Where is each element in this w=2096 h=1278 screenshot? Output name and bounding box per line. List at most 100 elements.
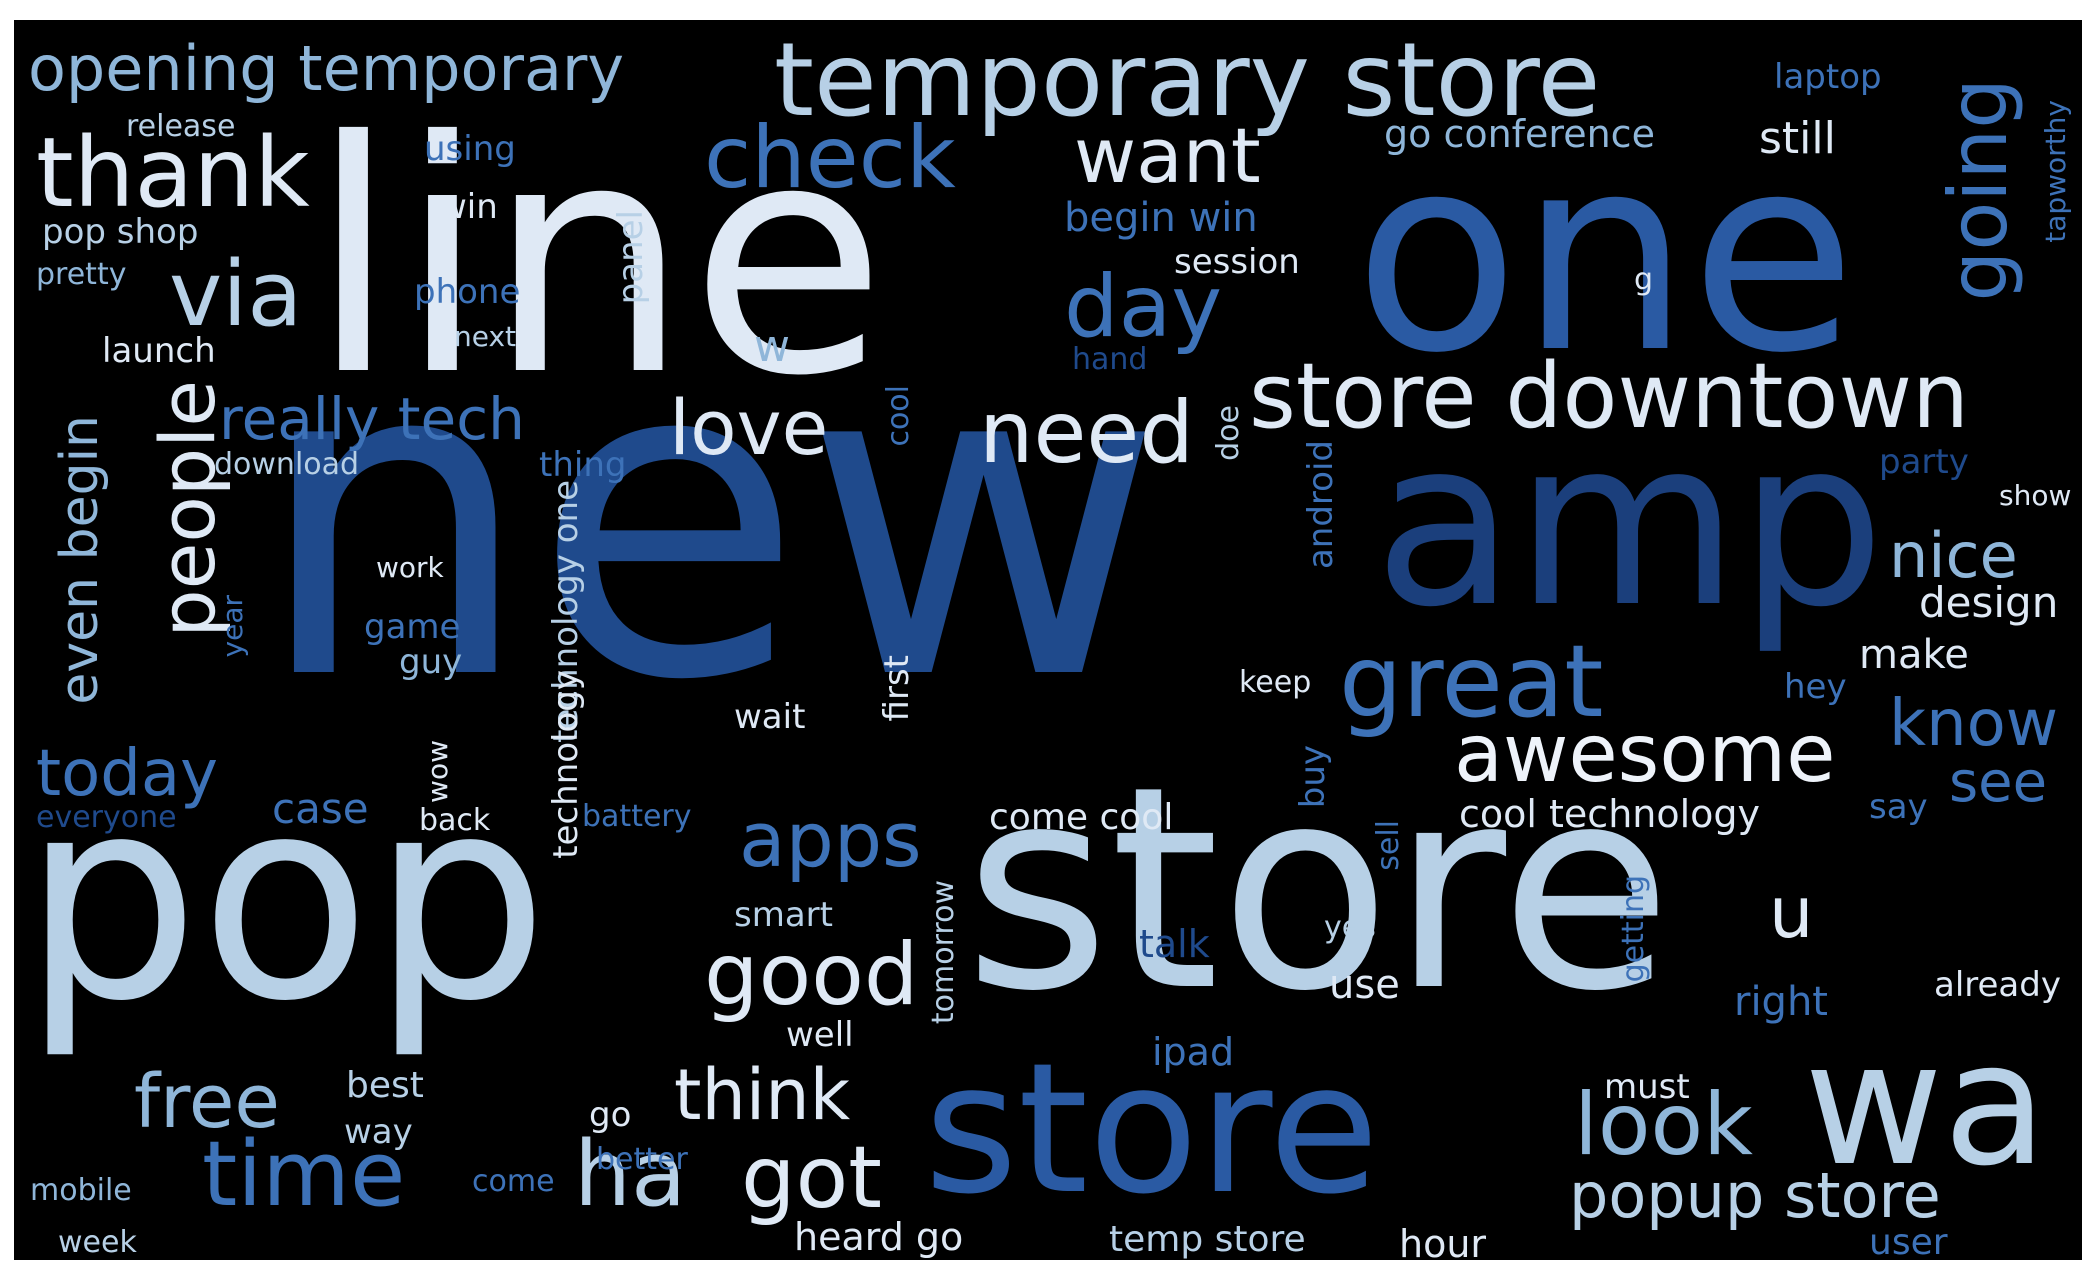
word-wait: wait (734, 697, 806, 737)
word-pretty: pretty (36, 257, 127, 292)
word-work: work (376, 551, 444, 584)
word-go-conference: go conference (1384, 112, 1655, 156)
word-see: see (1949, 750, 2048, 815)
word-hand: hand (1072, 342, 1148, 377)
word-even-begin: even begin (50, 415, 110, 705)
word-store-big: store (964, 727, 1673, 1053)
word-u: u (1769, 872, 1814, 954)
word-year: year (216, 595, 249, 658)
word-say: say (1869, 787, 1928, 827)
word-best: best (346, 1065, 424, 1106)
word-really-tech: really tech (219, 385, 525, 453)
word-go: go (589, 1095, 632, 1135)
word-first: first (877, 655, 917, 722)
word-new: new (254, 264, 1164, 776)
word-ha: ha (574, 1122, 687, 1227)
word-way: way (344, 1112, 413, 1152)
word-party: party (1879, 442, 1969, 482)
word-buy: buy (1293, 745, 1333, 809)
word-back: back (419, 803, 491, 838)
word-tomorrow: tomorrow (926, 880, 961, 1025)
word-ipad: ipad (1152, 1030, 1235, 1074)
word-download: download (214, 447, 360, 482)
word-w: w (754, 321, 790, 372)
word-design: design (1919, 578, 2059, 627)
word-one: one (1354, 97, 1857, 412)
word-phone: phone (414, 272, 521, 312)
word-use: use (1329, 962, 1400, 1008)
word-think: think (674, 1054, 851, 1136)
word-line: line (309, 74, 887, 446)
word-android: android (1301, 440, 1341, 570)
word-user: user (1869, 1222, 1948, 1261)
word-game: game (364, 607, 461, 647)
word-hey: hey (1784, 667, 1847, 707)
word-come-cool: come cool (989, 797, 1174, 838)
word-know: know (1889, 687, 2059, 761)
word-still: still (1759, 113, 1836, 164)
word-come: come (472, 1164, 555, 1199)
word-look: look (1574, 1075, 1753, 1175)
word-laptop: laptop (1774, 57, 1882, 97)
word-temp-store: temp store (1109, 1219, 1306, 1260)
word-opening-temporary: opening temporary (28, 32, 625, 105)
word-battery: battery (582, 799, 692, 834)
word-show: show (1999, 479, 2072, 512)
word-hour: hour (1399, 1222, 1487, 1260)
word-love: love (669, 383, 829, 472)
word-need: need (979, 383, 1194, 483)
word-talk: talk (1139, 922, 1210, 966)
word-sell: sell (1371, 820, 1406, 871)
word-temporary-store: temporary store (774, 21, 1601, 140)
word-wa: wa (1804, 1006, 2048, 1204)
word-using: using (424, 129, 516, 169)
word-yes: yes (1324, 910, 1376, 945)
word-everyone: everyone (36, 800, 177, 835)
word-check: check (704, 108, 956, 208)
word-technology: technology (546, 670, 586, 859)
word-g: g (1634, 262, 1654, 297)
word-thing: thing (539, 445, 627, 485)
word-wow: wow (421, 740, 454, 803)
word-today: today (36, 737, 218, 811)
word-case: case (272, 784, 369, 833)
word-going: going (1932, 78, 2025, 302)
word-make: make (1859, 632, 1969, 678)
word-doe: doe (1211, 405, 1246, 461)
word-great: great (1339, 623, 1604, 740)
word-cloud: new pop store line one amp store wa temp… (14, 20, 2082, 1260)
word-tapworthy: tapworthy (2039, 100, 2072, 243)
word-session: session (1174, 242, 1300, 282)
word-amp: amp (1374, 391, 1885, 658)
word-well: well (786, 1015, 854, 1055)
word-smart: smart (734, 895, 833, 935)
word-apps: apps (739, 795, 922, 884)
word-heard-go: heard go (794, 1215, 964, 1259)
word-pop: pop (22, 737, 549, 1063)
word-must: must (1604, 1067, 1690, 1107)
word-popup-store: popup store (1569, 1159, 1941, 1232)
word-got: got (741, 1128, 882, 1228)
word-pop-shop: pop shop (42, 212, 199, 252)
word-free: free (134, 1059, 280, 1145)
word-begin-win: begin win (1064, 195, 1258, 241)
word-panel: panel (611, 210, 651, 305)
word-release: release (126, 109, 236, 144)
word-via: via (169, 242, 303, 347)
word-getting: getting (1616, 875, 1651, 983)
word-better: better (596, 1142, 688, 1177)
word-store-downtown: store downtown (1249, 344, 1970, 449)
word-day: day (1064, 257, 1223, 357)
word-next: next (454, 320, 517, 353)
word-good: good (704, 925, 919, 1025)
word-win: win (439, 187, 498, 227)
word-people: people (143, 380, 232, 638)
word-cool-technology: cool technology (1459, 792, 1761, 836)
word-cool: cool (881, 385, 916, 447)
word-launch: launch (102, 331, 216, 371)
word-store-mid: store (924, 1025, 1380, 1234)
word-already: already (1934, 965, 2061, 1005)
word-want: want (1074, 111, 1261, 200)
word-right: right (1734, 979, 1828, 1025)
word-thank: thank (36, 117, 310, 229)
